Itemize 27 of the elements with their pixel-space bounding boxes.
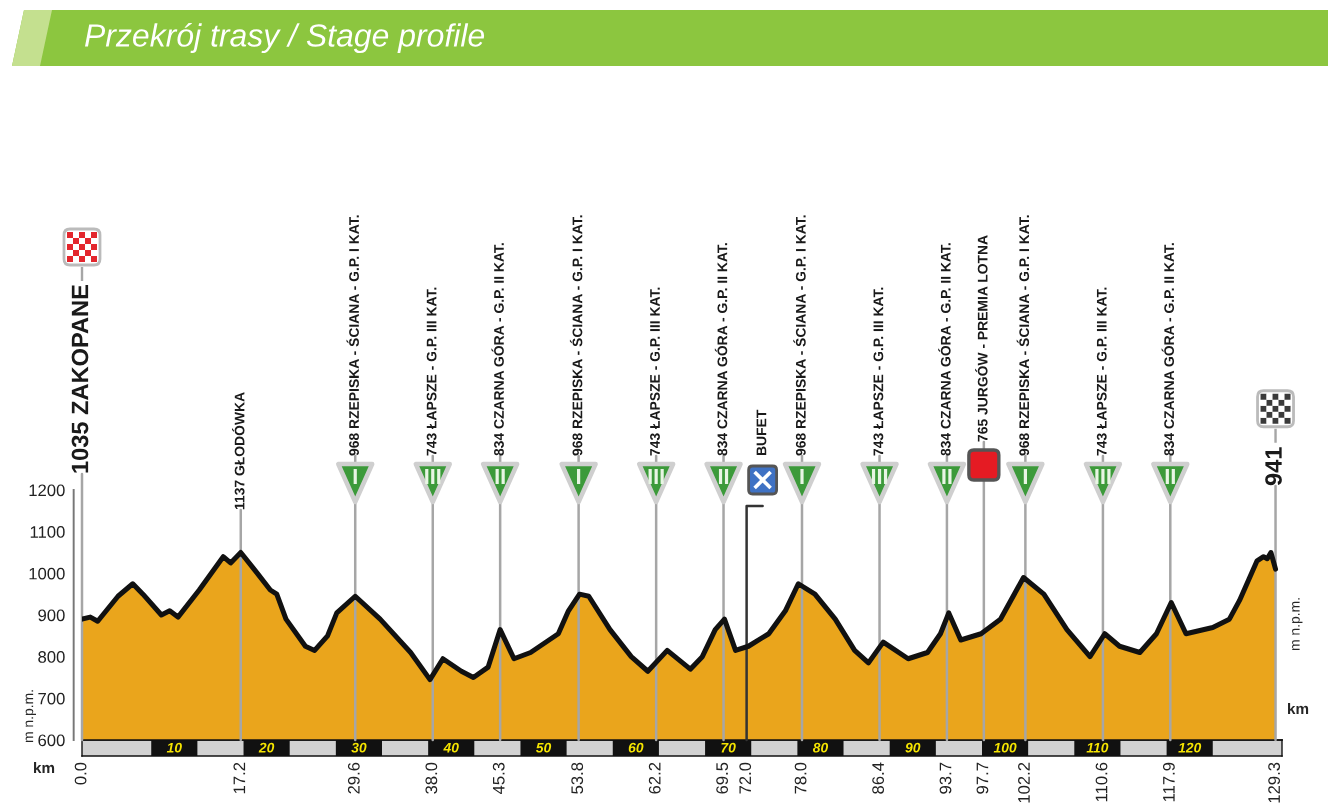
y-tick-label: 1100 — [30, 526, 65, 538]
x-tick-label: 0.0 — [74, 762, 87, 785]
y-tick-label: 1000 — [29, 567, 65, 580]
y-tick-label: 700 — [38, 692, 65, 705]
x-tick-label: 29.6 — [347, 762, 360, 794]
x-tick-label: 62.2 — [648, 762, 661, 794]
x-tick-label: 117.9 — [1162, 762, 1175, 802]
y-tick-label: 1200 — [29, 484, 65, 497]
y-tick-label: 900 — [38, 609, 65, 622]
x-tick-label: 78.0 — [794, 762, 807, 794]
y-tick-label: 600 — [38, 734, 65, 747]
text: 941 — [1265, 447, 1282, 486]
x-tick-label: 93.7 — [939, 762, 952, 794]
x-tick-label: 53.8 — [571, 762, 584, 794]
x-tick-label: 17.2 — [233, 762, 246, 794]
x-tick-label: 86.4 — [872, 762, 885, 794]
x-tick-label: 97.7 — [976, 762, 989, 794]
x-tick-label: 102.2 — [1018, 762, 1030, 803]
x-tick-label: 72.0 — [739, 762, 752, 794]
x-tick-label: 129.3 — [1268, 762, 1281, 803]
y-tick-label: 800 — [38, 651, 65, 663]
x-tick-label: 69.5 — [716, 762, 729, 794]
x-tick-label: 45.3 — [492, 762, 505, 795]
x-tick-label: 110.6 — [1095, 762, 1108, 802]
ref-line-label: 1035 ZAKOPANE — [71, 285, 89, 473]
chart-title: Przekrój trasy / Stage profile — [84, 22, 485, 54]
x-tick-label: 38.0 — [425, 762, 438, 794]
